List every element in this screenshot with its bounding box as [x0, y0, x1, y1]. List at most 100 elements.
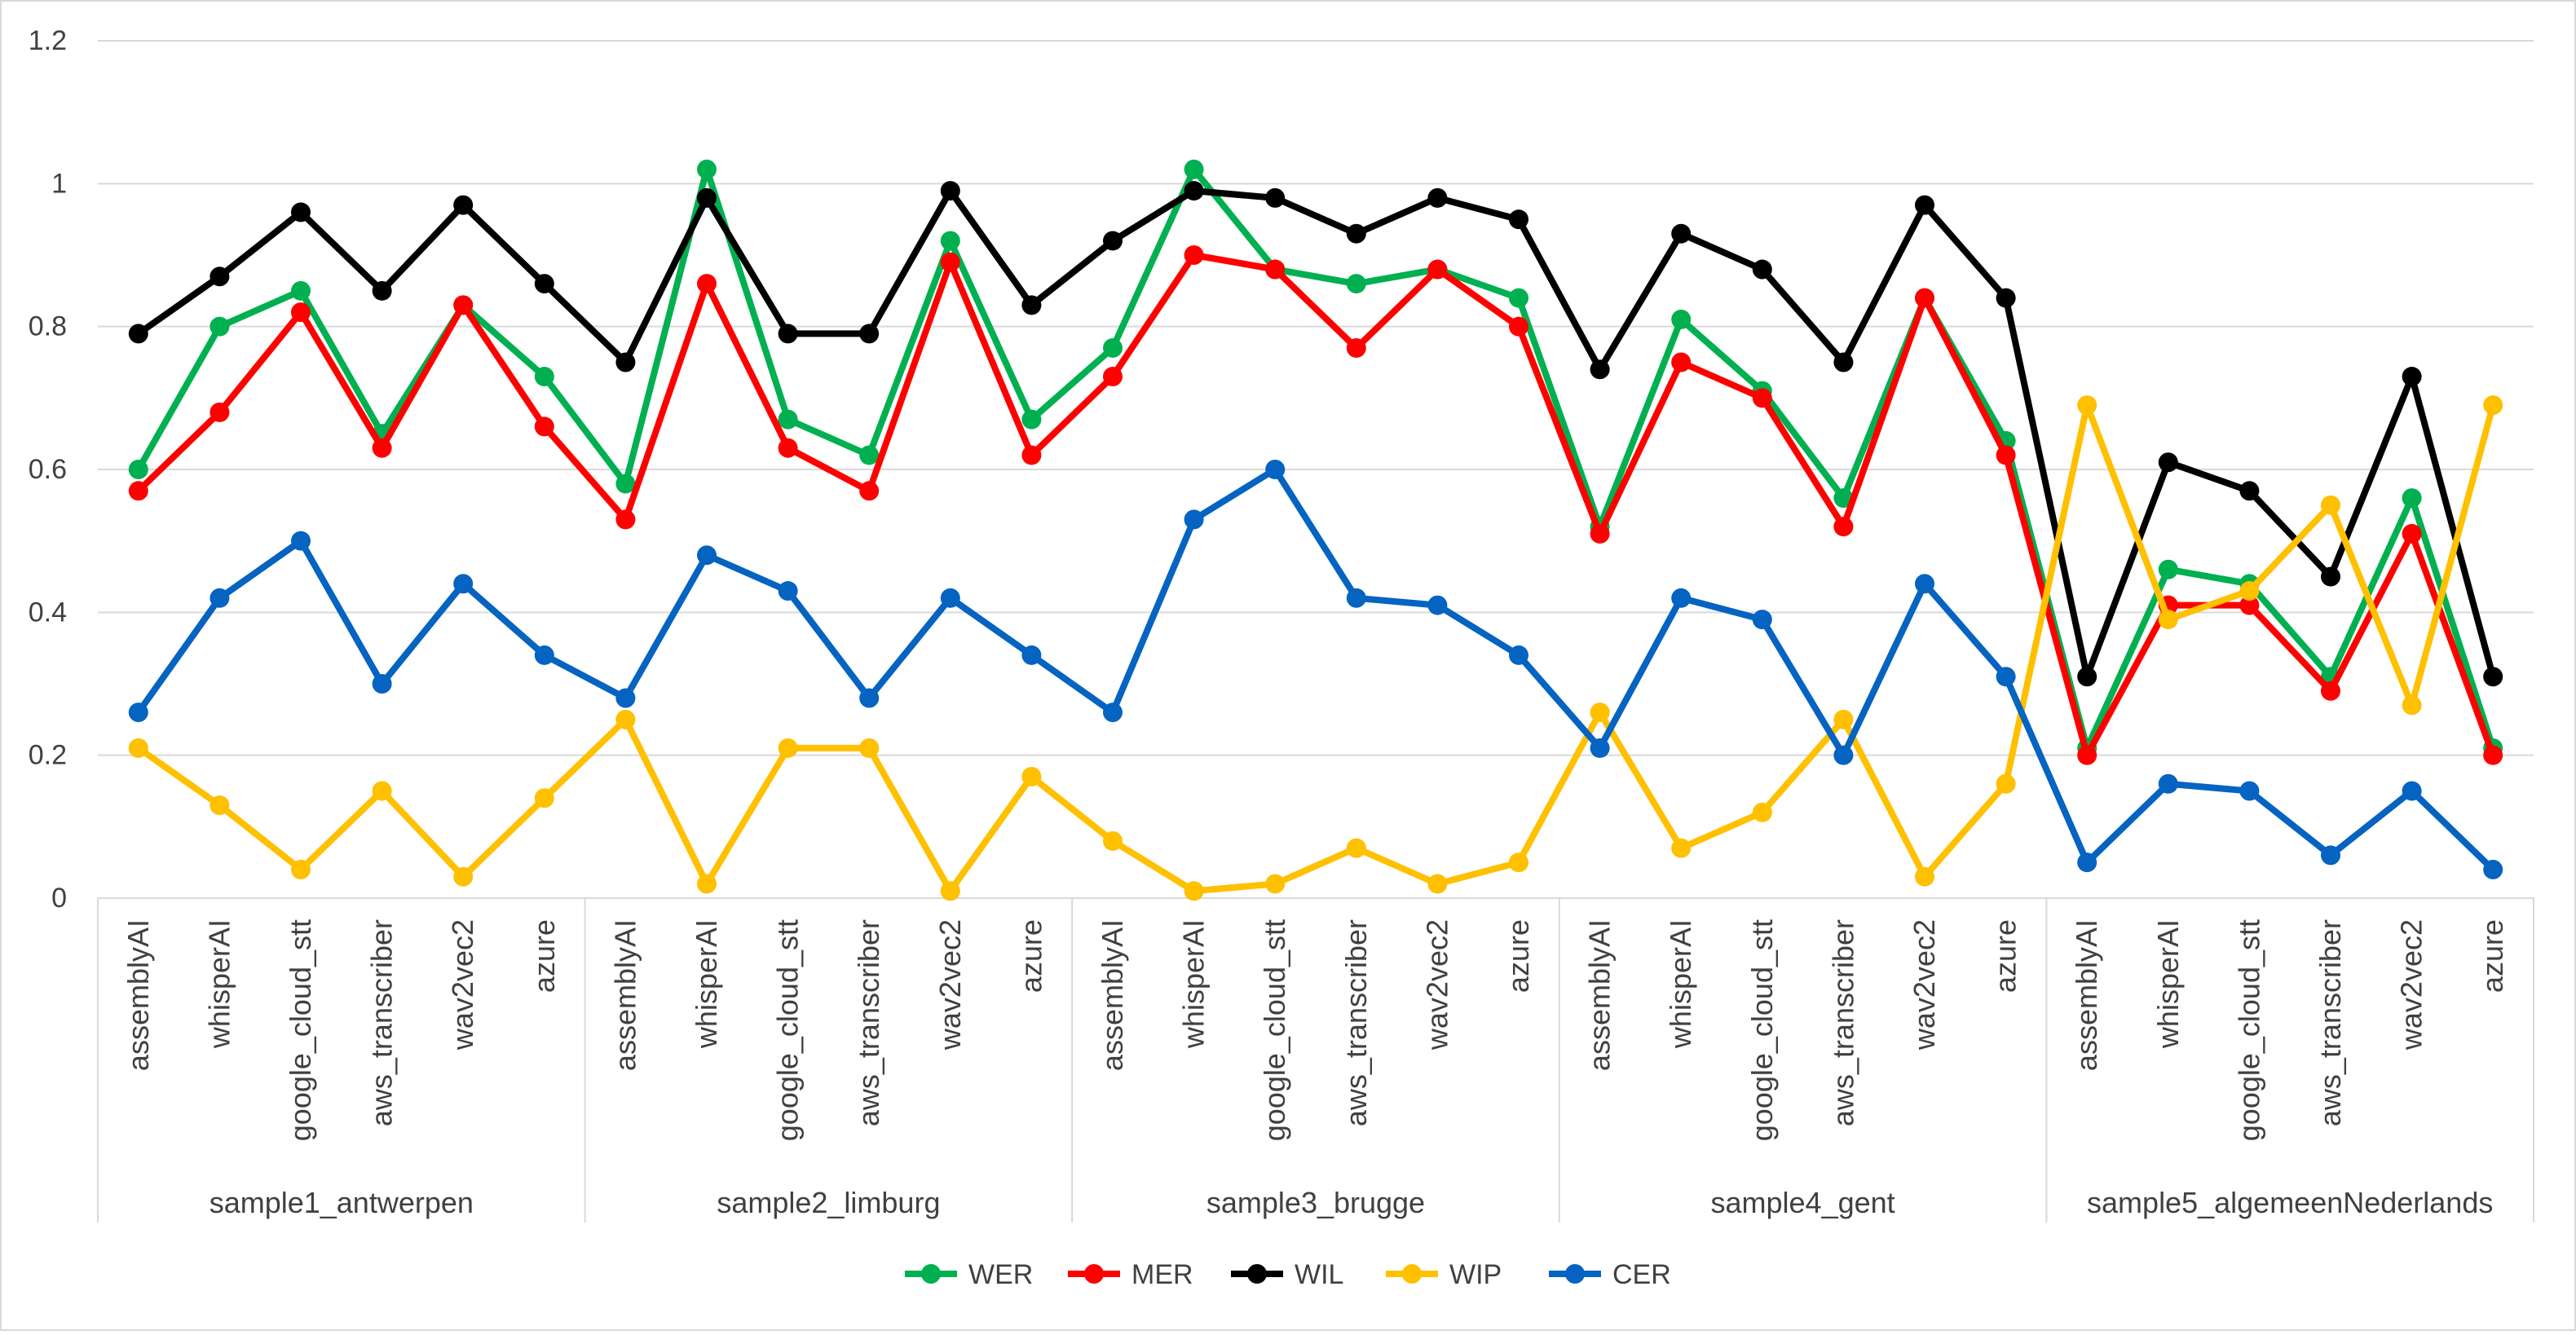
legend-label: WIL — [1295, 1259, 1343, 1290]
data-point — [1833, 517, 1854, 537]
x-tick-label: wav2vec2 — [446, 919, 479, 1051]
data-point — [1184, 159, 1204, 179]
x-tick-label: whisperAI — [202, 919, 236, 1049]
data-point — [1752, 610, 1772, 630]
x-tick-label: whisperAI — [1177, 919, 1211, 1049]
series-wil — [128, 181, 2503, 687]
data-point — [372, 438, 392, 458]
x-tick-label: azure — [1502, 919, 1535, 993]
data-point — [697, 274, 717, 294]
data-point — [534, 274, 554, 294]
data-point — [534, 645, 554, 665]
data-point — [1509, 288, 1528, 308]
data-point — [1427, 874, 1448, 894]
data-point — [940, 181, 960, 201]
group-label: sample1_antwerpen — [210, 1186, 474, 1219]
legend-label: MER — [1131, 1259, 1193, 1290]
data-point — [1752, 259, 1772, 280]
data-point — [1833, 488, 1854, 509]
data-point — [2402, 695, 2422, 716]
data-point — [1833, 709, 1854, 729]
data-point — [2483, 667, 2503, 687]
data-point — [291, 202, 311, 222]
data-point — [1590, 703, 1610, 723]
data-point — [2402, 488, 2422, 509]
series-line-wil — [135, 187, 2497, 681]
y-tick-label: 0.6 — [29, 454, 67, 485]
data-point — [2483, 859, 2503, 879]
x-tick-label: google_cloud_stt — [1745, 919, 1779, 1141]
data-point — [2158, 610, 2178, 630]
data-point — [778, 581, 798, 601]
legend-swatch-marker — [1402, 1264, 1422, 1284]
x-tick-label: whisperAI — [690, 919, 723, 1049]
series-wip — [128, 395, 2503, 901]
data-point — [2321, 566, 2340, 587]
data-point — [210, 795, 230, 816]
data-point — [697, 874, 717, 894]
group-label: sample4_gent — [1711, 1186, 1895, 1219]
data-point — [615, 509, 636, 530]
data-point — [697, 545, 717, 566]
x-tick-label: assemblyAI — [1583, 919, 1617, 1071]
y-tick-label: 1.2 — [29, 25, 67, 56]
x-tick-label: whisperAI — [2151, 919, 2185, 1049]
data-point — [128, 324, 148, 344]
data-point — [2321, 495, 2340, 515]
data-point — [2239, 595, 2260, 615]
data-point — [859, 688, 880, 708]
data-point — [778, 409, 798, 430]
data-point — [534, 367, 554, 387]
data-point — [1103, 703, 1123, 723]
data-point — [1590, 359, 1610, 380]
series-line-cer — [135, 466, 2497, 873]
data-point — [1752, 388, 1772, 408]
data-point — [1752, 802, 1772, 822]
data-point — [128, 703, 148, 723]
data-point — [1265, 259, 1286, 280]
x-tick-label: aws_transcriber — [365, 919, 399, 1126]
data-point — [1265, 874, 1286, 894]
legend-label: WER — [968, 1259, 1033, 1290]
data-point — [1184, 509, 1204, 530]
data-point — [615, 352, 636, 372]
data-point — [453, 295, 474, 315]
data-point — [1103, 367, 1123, 387]
data-point — [372, 781, 392, 801]
legend-item-wil: WIL — [1231, 1259, 1343, 1290]
data-point — [1346, 274, 1366, 294]
data-point — [1103, 231, 1123, 251]
data-point — [2321, 681, 2340, 701]
data-point — [1590, 523, 1610, 544]
legend-label: CER — [1612, 1259, 1671, 1290]
data-point — [128, 460, 148, 479]
y-tick-label: 0.8 — [29, 311, 67, 342]
data-point — [940, 252, 960, 272]
data-point — [1833, 745, 1854, 765]
data-point — [1671, 352, 1692, 372]
data-point — [1996, 288, 2016, 308]
data-point — [859, 445, 880, 465]
data-point — [2239, 781, 2260, 801]
x-tick-label: wav2vec2 — [933, 919, 967, 1051]
legend: WER MER WIL WIP CER — [905, 1259, 1671, 1290]
data-point — [453, 866, 474, 887]
data-point — [2077, 853, 2097, 873]
legend-swatch-marker — [1247, 1264, 1267, 1284]
data-point — [2158, 773, 2178, 794]
data-point — [940, 231, 960, 251]
data-point — [1671, 588, 1692, 608]
series-line-mer — [135, 252, 2497, 759]
data-point — [778, 738, 798, 758]
x-tick-label: aws_transcriber — [1826, 919, 1859, 1126]
data-point — [453, 574, 474, 594]
x-tick-label: aws_transcriber — [852, 919, 885, 1126]
x-tick-label: assemblyAI — [608, 919, 642, 1071]
data-point — [1265, 460, 1286, 479]
y-tick-label: 1 — [51, 168, 67, 199]
data-point — [210, 267, 230, 287]
data-point — [534, 416, 554, 437]
y-tick-label: 0 — [51, 883, 67, 914]
